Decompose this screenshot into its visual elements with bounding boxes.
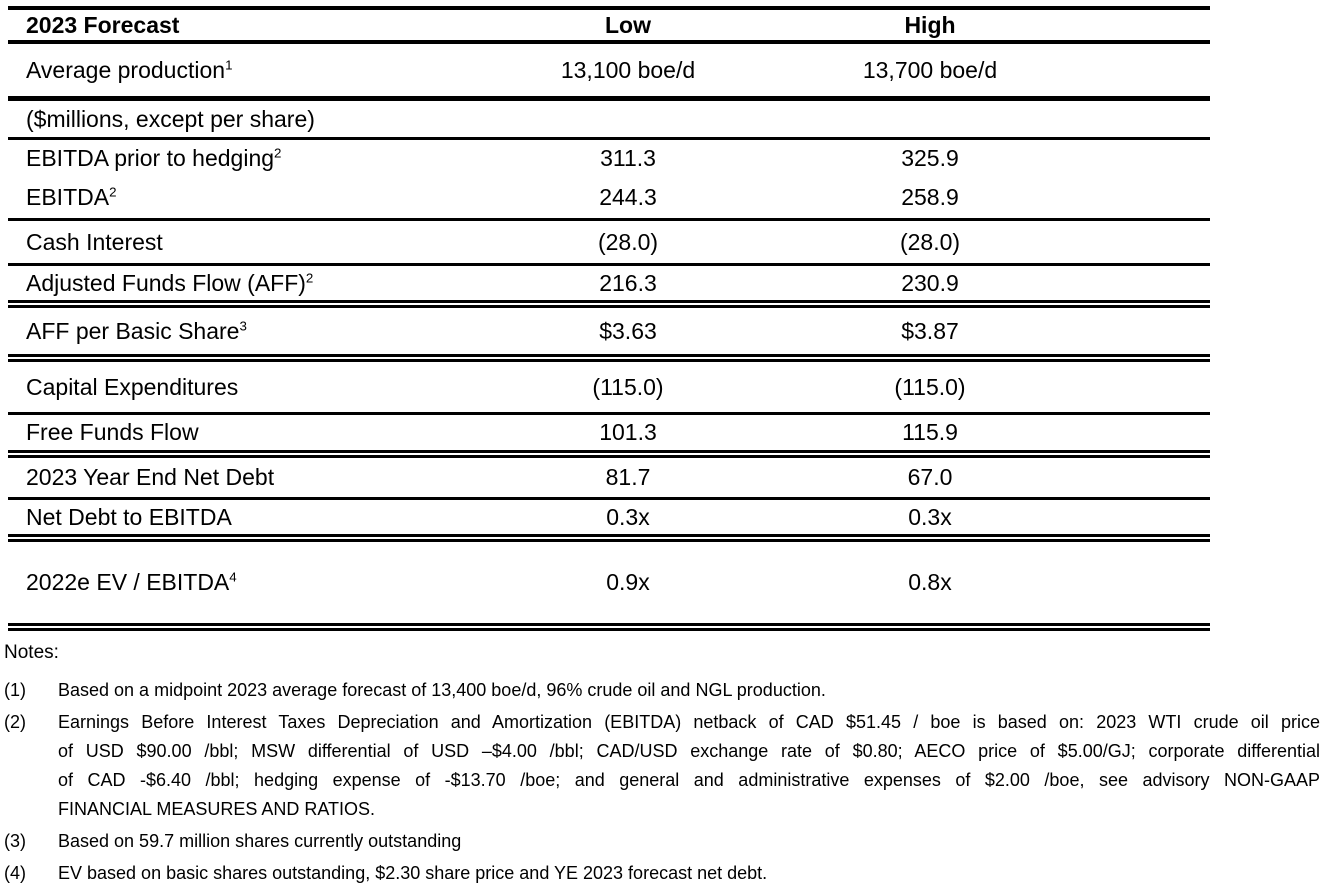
high-value: $3.87: [901, 317, 959, 344]
footnote-marker: 4: [229, 569, 237, 585]
row-label: Average production1: [26, 56, 233, 83]
row-label: Capital Expenditures: [26, 373, 239, 400]
table-row: ($millions, except per share): [8, 101, 1210, 140]
high-value: 325.9: [901, 145, 959, 171]
table-title: 2023 Forecast: [26, 11, 180, 38]
note-line: of CAD -$6.40 /bbl; hedging expense of -…: [58, 770, 1320, 790]
note-number: (4): [4, 863, 26, 883]
table-row: 2022e EV / EBITDA4 0.9x 0.8x: [8, 542, 1210, 631]
row-label: Cash Interest: [26, 228, 163, 255]
table-row: Average production1 13,100 boe/d 13,700 bo…: [8, 44, 1210, 101]
note-item: (2) Earnings Before Interest Taxes Deprec…: [4, 708, 1320, 824]
high-value: 0.3x: [908, 503, 952, 530]
high-value: (28.0): [899, 228, 961, 255]
table-row: EBITDA2 244.3 258.9: [8, 177, 1210, 221]
high-value: 258.9: [901, 184, 959, 210]
note-line: FINANCIAL MEASURES AND RATIOS.: [58, 799, 376, 819]
table-row: Adjusted Funds Flow (AFF)2 216.3 230.9: [8, 266, 1210, 308]
high-value: 0.8x: [908, 569, 952, 595]
table-row: Cash Interest (28.0) (28.0): [8, 221, 1210, 266]
low-value: 244.3: [599, 184, 657, 210]
row-label: ($millions, except per share): [26, 105, 315, 132]
table-row: 2023 Year End Net Debt 81.7 67.0: [8, 458, 1210, 500]
note-line: Based on 59.7 million shares currently o…: [58, 831, 462, 851]
note-line: of USD $90.00 /bbl; MSW differential of …: [58, 741, 1320, 761]
table-row: Net Debt to EBITDA 0.3x 0.3x: [8, 500, 1210, 542]
note-item: (1) Based on a midpoint 2023 average fore…: [4, 676, 1320, 705]
note-line: EV based on basic shares outstanding, $2…: [58, 863, 768, 883]
notes-heading: Notes:: [4, 642, 59, 663]
row-label: Free Funds Flow: [26, 419, 199, 445]
low-value: 0.9x: [606, 569, 650, 595]
table-row: AFF per Basic Share3 $3.63 $3.87: [8, 308, 1210, 362]
table-row: Capital Expenditures (115.0) (115.0): [8, 362, 1210, 415]
high-value: 230.9: [901, 269, 959, 296]
low-value: (115.0): [592, 373, 664, 400]
forecast-table: 2023 Forecast Low High Average productio…: [8, 6, 1210, 631]
footnote-marker: 2: [274, 145, 282, 161]
note-text: Earnings Before Interest Taxes Depreciat…: [58, 708, 1320, 824]
low-value: 216.3: [599, 269, 657, 296]
table-row: Free Funds Flow 101.3 115.9: [8, 415, 1210, 458]
low-value: $3.63: [599, 317, 657, 344]
row-label: EBITDA2: [26, 184, 117, 210]
note-number: (1): [4, 680, 26, 700]
row-label: Net Debt to EBITDA: [26, 503, 232, 530]
note-text: Based on a midpoint 2023 average forecas…: [58, 676, 1320, 705]
column-header-high: High: [904, 11, 956, 38]
row-label: AFF per Basic Share3: [26, 317, 247, 344]
row-label: 2022e EV / EBITDA4: [26, 569, 237, 595]
table-header-row: 2023 Forecast Low High: [8, 6, 1210, 44]
low-value: 101.3: [599, 419, 657, 445]
table-body: Average production1 13,100 boe/d 13,700 bo…: [8, 44, 1210, 631]
note-line: Based on a midpoint 2023 average forecas…: [58, 680, 826, 700]
note-text: Based on 59.7 million shares currently o…: [58, 827, 1320, 856]
high-value: 67.0: [907, 464, 953, 490]
notes-list: (1) Based on a midpoint 2023 average fore…: [4, 676, 1320, 884]
notes-section: Notes: (1) Based on a midpoint 2023 avera…: [4, 638, 1320, 884]
footnote-marker: 2: [109, 184, 117, 200]
row-label: 2023 Year End Net Debt: [26, 464, 275, 490]
low-value: 13,100 boe/d: [560, 56, 696, 83]
note-number: (3): [4, 831, 26, 851]
high-value: (115.0): [894, 373, 966, 400]
footnote-marker: 2: [305, 269, 314, 285]
column-header-low: Low: [605, 11, 651, 38]
note-text: EV based on basic shares outstanding, $2…: [58, 859, 1320, 884]
high-value: 13,700 boe/d: [862, 56, 998, 83]
low-value: 0.3x: [606, 503, 650, 530]
high-value: 115.9: [902, 419, 958, 445]
footnote-marker: 3: [239, 317, 247, 333]
row-label: EBITDA prior to hedging2: [26, 145, 282, 171]
table-row: EBITDA prior to hedging2 311.3 325.9: [8, 140, 1210, 177]
footnote-marker: 1: [225, 56, 233, 72]
low-value: 81.7: [605, 464, 651, 490]
low-value: (28.0): [597, 228, 659, 255]
row-label: Adjusted Funds Flow (AFF)2: [26, 269, 314, 296]
note-line: Earnings Before Interest Taxes Depreciat…: [58, 712, 1320, 732]
low-value: 311.3: [600, 145, 656, 171]
note-number: (2): [4, 712, 26, 732]
note-item: (4) EV based on basic shares outstanding,…: [4, 859, 1320, 884]
note-item: (3) Based on 59.7 million shares currentl…: [4, 827, 1320, 856]
